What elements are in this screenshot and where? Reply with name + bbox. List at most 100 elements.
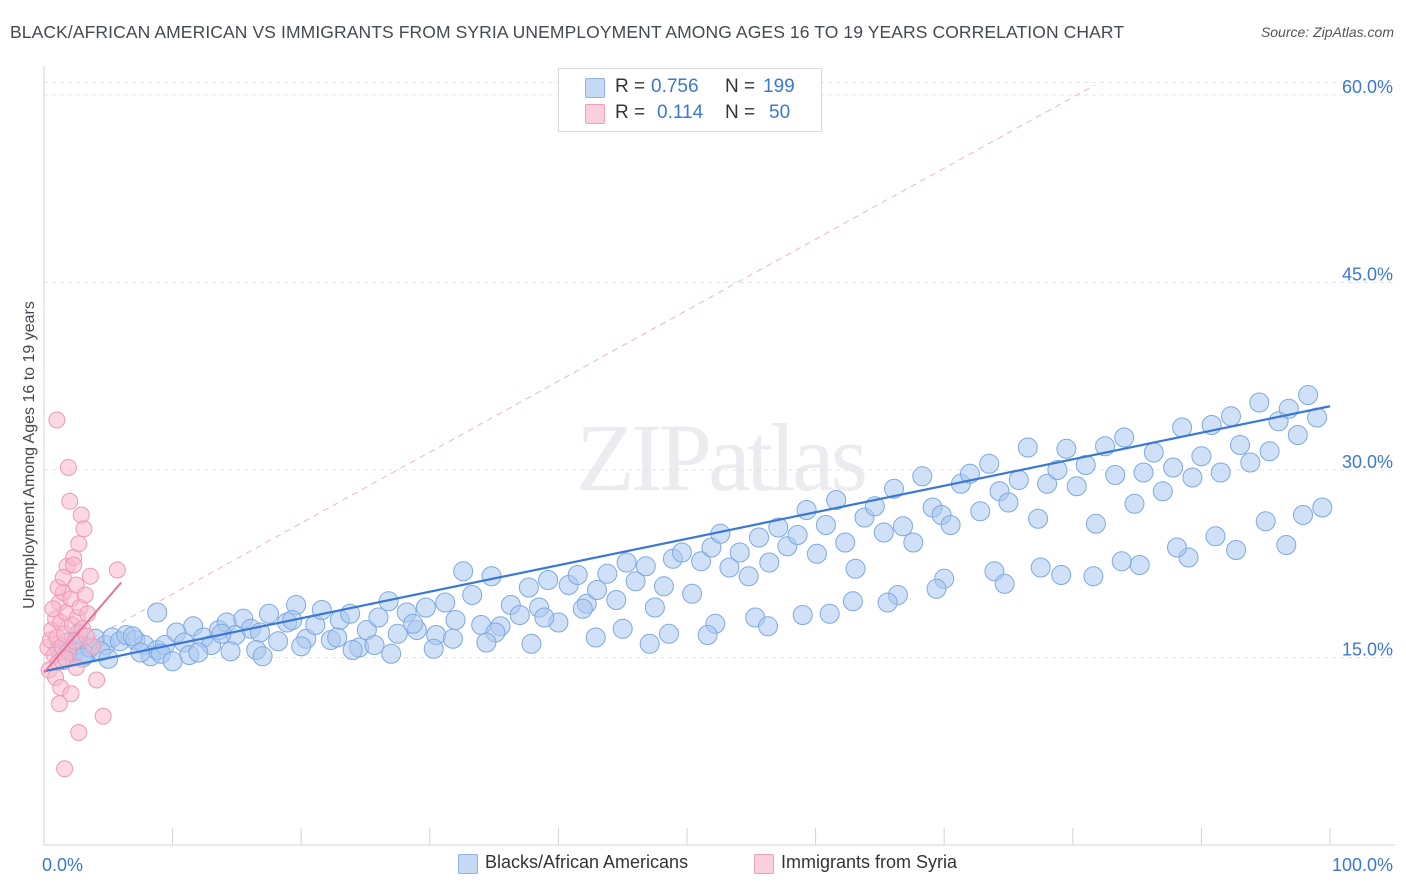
blacks-point-118 <box>1124 493 1145 514</box>
blacks-point-164 <box>1129 555 1150 575</box>
syria-point-42 <box>48 411 66 429</box>
blacks-point-123 <box>1172 417 1193 438</box>
blacks-point-107 <box>1017 437 1038 458</box>
blacks-point-48 <box>453 561 474 582</box>
bottom-legend-label: Immigrants from Syria <box>781 852 958 872</box>
blacks-point-39 <box>368 607 389 628</box>
blacks-point-110 <box>1047 460 1068 480</box>
syria-point-49 <box>108 561 126 579</box>
blacks-point-68 <box>644 597 665 618</box>
blacks-point-120 <box>1143 442 1164 463</box>
blacks-point-65 <box>616 552 637 573</box>
blacks-point-60 <box>567 565 588 585</box>
blacks-point-71 <box>671 542 692 563</box>
blacks-point-147 <box>364 635 385 655</box>
legend-n-value: 50 <box>769 102 791 123</box>
bottom-legend-label: Blacks/African Americans <box>485 852 689 872</box>
blacks-point-76 <box>719 557 740 578</box>
blacks-point-178 <box>381 643 402 664</box>
blacks-point-108 <box>1028 508 1049 529</box>
blacks-point-106 <box>1008 470 1029 490</box>
blacks-point-173 <box>188 642 209 663</box>
legend-n-label: N = <box>725 102 756 123</box>
blacks-point-93 <box>884 478 904 499</box>
syria-point-38 <box>62 685 80 703</box>
syria-point-41 <box>70 724 88 741</box>
y-tick-label-1: 30.0% <box>1342 452 1393 472</box>
syria-point-35 <box>54 569 72 586</box>
blacks-point-95 <box>903 532 924 553</box>
blacks-point-154 <box>659 623 679 644</box>
blacks-point-87 <box>826 490 847 510</box>
blacks-point-47 <box>445 610 466 630</box>
blacks-point-167 <box>1276 535 1297 555</box>
legend-n-label: N = <box>725 76 756 97</box>
legend-r-label: R = <box>615 102 646 123</box>
gridlines <box>44 82 1395 658</box>
correlation-legend: R = 0.756 N = 199 R = 0.114 N = 50 <box>558 68 822 132</box>
blacks-point-57 <box>538 570 559 590</box>
blacks-point-179 <box>423 638 444 659</box>
legend-swatch-pink <box>585 104 605 124</box>
legend-r-label: R = <box>615 76 646 97</box>
blacks-point-66 <box>625 571 646 592</box>
blacks-point-146 <box>327 627 348 648</box>
syria-point-31 <box>44 600 62 618</box>
blacks-point-64 <box>606 590 627 610</box>
blacks-point-162 <box>1030 557 1051 578</box>
blacks-point-54 <box>509 605 530 625</box>
blacks-point-72 <box>682 583 703 604</box>
blacks-point-194 <box>1255 511 1276 532</box>
y-tick-label-2: 45.0% <box>1342 265 1393 285</box>
axes <box>43 66 1395 846</box>
blacks-point-62 <box>587 580 607 600</box>
blacks-point-111 <box>1056 438 1077 459</box>
blacks-point-190 <box>1051 565 1072 585</box>
y-tick-label-0: 15.0% <box>1342 640 1393 660</box>
blacks-point-77 <box>729 542 750 563</box>
blacks-point-69 <box>653 576 674 597</box>
syria-point-48 <box>94 707 112 725</box>
blacks-point-119 <box>1133 462 1154 483</box>
syria-point-28 <box>81 567 99 585</box>
blacks-point-132 <box>1259 441 1280 462</box>
x-tick-label-1: 100.0% <box>1332 855 1393 875</box>
blacks-point-130 <box>1240 452 1261 473</box>
y-tick-labels: 15.0% 30.0% 45.0% 60.0% <box>1342 77 1393 660</box>
bottom-legend-swatch-pink <box>754 854 774 874</box>
syria-point-22 <box>70 535 88 553</box>
blacks-point-27 <box>259 603 279 624</box>
blacks-point-122 <box>1163 457 1184 478</box>
blacks-point-85 <box>806 543 827 564</box>
blacks-point-96 <box>912 466 933 487</box>
diagonal-reference-line <box>43 84 1096 666</box>
syria-point-47 <box>88 671 106 689</box>
syria-point-15 <box>61 492 79 510</box>
blacks-point-41 <box>387 623 408 644</box>
blacks-point-89 <box>845 558 866 579</box>
blacks-point-135 <box>1287 425 1308 445</box>
blacks-point-157 <box>792 605 813 625</box>
source-label: Source: ZipAtlas.com <box>1260 24 1394 40</box>
blacks-point-73 <box>691 551 712 572</box>
blacks-points <box>49 385 1333 672</box>
syria-point-37 <box>59 459 77 476</box>
blacks-point-196 <box>1312 497 1333 518</box>
syria-point-39 <box>65 556 83 574</box>
blacks-point-152 <box>572 598 593 619</box>
blacks-point-153 <box>612 618 633 639</box>
blacks-point-116 <box>1105 465 1126 485</box>
blacks-point-136 <box>1298 385 1319 405</box>
blacks-point-181 <box>521 633 542 654</box>
blacks-point-175 <box>252 646 273 667</box>
blacks-point-174 <box>220 641 241 662</box>
trend-lines <box>43 405 1331 674</box>
blacks-point-102 <box>970 501 991 522</box>
blacks-point-63 <box>597 563 618 584</box>
blacks-point-92 <box>873 522 894 543</box>
blacks-point-129 <box>1230 435 1250 455</box>
blacks-point-183 <box>639 633 660 654</box>
blacks-trend-line <box>43 405 1331 673</box>
blacks-point-191 <box>1111 551 1132 572</box>
blacks-point-80 <box>759 552 780 573</box>
